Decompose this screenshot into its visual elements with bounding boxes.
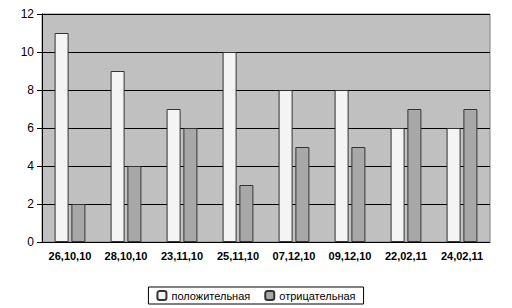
svg-text:25,11,10: 25,11,10 (217, 250, 259, 262)
svg-text:09,12,10: 09,12,10 (329, 250, 372, 262)
svg-text:23,11,10: 23,11,10 (161, 250, 203, 262)
svg-text:12: 12 (21, 7, 35, 21)
svg-text:07,12,10: 07,12,10 (273, 250, 316, 262)
svg-text:0: 0 (27, 235, 34, 249)
svg-text:положительная: положительная (171, 290, 250, 302)
svg-text:отрицательная: отрицательная (279, 290, 355, 302)
svg-text:22,02,11: 22,02,11 (385, 250, 427, 262)
svg-text:28,10,10: 28,10,10 (105, 250, 148, 262)
svg-text:10: 10 (21, 45, 35, 59)
svg-text:26,10,10: 26,10,10 (49, 250, 92, 262)
svg-text:2: 2 (27, 197, 34, 211)
svg-text:8: 8 (27, 83, 34, 97)
svg-text:4: 4 (27, 159, 34, 173)
svg-text:24,02,11: 24,02,11 (441, 250, 483, 262)
svg-text:6: 6 (27, 121, 34, 135)
